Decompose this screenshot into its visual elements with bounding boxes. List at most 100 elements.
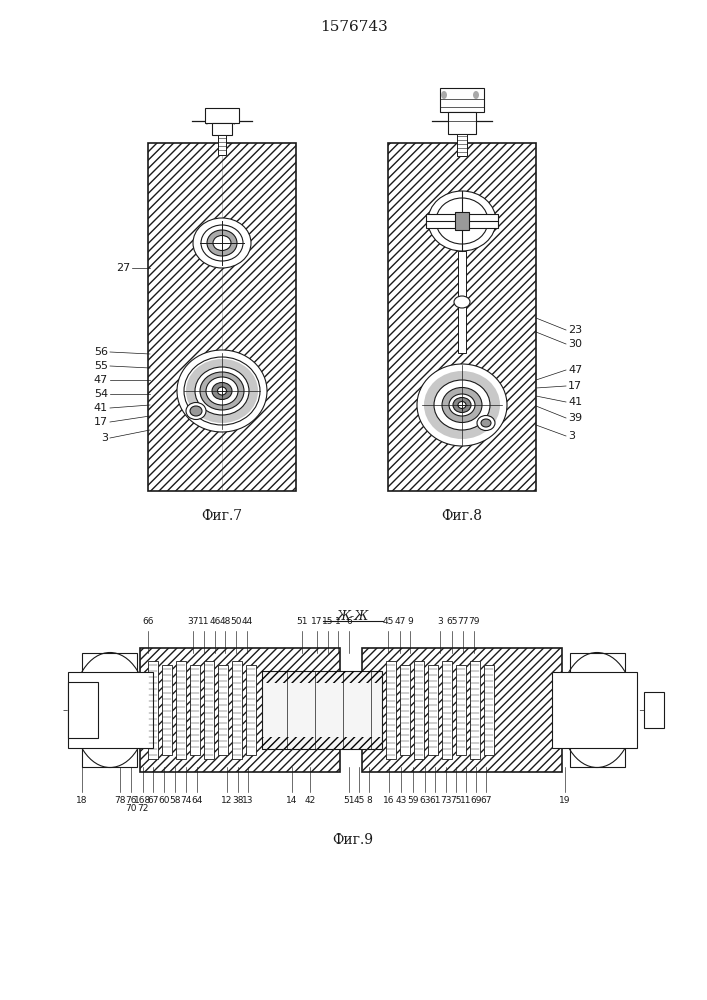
Bar <box>218 665 228 755</box>
Bar <box>442 661 452 759</box>
Ellipse shape <box>193 218 251 268</box>
Text: 41: 41 <box>568 397 582 407</box>
Text: 12: 12 <box>221 796 233 805</box>
Text: 75: 75 <box>450 796 462 805</box>
Ellipse shape <box>449 394 475 416</box>
Text: 17: 17 <box>568 381 582 391</box>
Text: 6: 6 <box>346 617 352 626</box>
Ellipse shape <box>218 387 226 395</box>
Bar <box>148 143 296 491</box>
Text: Ж-Ж: Ж-Ж <box>337 610 369 624</box>
Text: 58: 58 <box>169 796 181 805</box>
Ellipse shape <box>186 402 206 420</box>
Text: 78: 78 <box>115 796 126 805</box>
Text: 51: 51 <box>296 617 308 626</box>
Bar <box>205 108 239 123</box>
Bar <box>68 682 98 738</box>
Text: 73: 73 <box>440 796 452 805</box>
Text: 47: 47 <box>568 365 583 375</box>
Ellipse shape <box>458 401 466 408</box>
Ellipse shape <box>442 387 482 422</box>
Text: 48: 48 <box>219 617 230 626</box>
Text: 30: 30 <box>568 339 582 349</box>
Ellipse shape <box>559 652 634 768</box>
Bar <box>400 665 410 755</box>
Ellipse shape <box>481 419 491 427</box>
Text: 45: 45 <box>354 796 365 805</box>
Text: 39: 39 <box>568 413 582 423</box>
Ellipse shape <box>206 377 238 405</box>
Ellipse shape <box>195 367 249 415</box>
Text: 47: 47 <box>94 375 108 385</box>
Text: 63: 63 <box>419 796 431 805</box>
Bar <box>262 671 382 683</box>
Text: 64: 64 <box>192 796 203 805</box>
Bar <box>204 661 214 759</box>
Ellipse shape <box>73 652 148 768</box>
Bar <box>362 648 562 772</box>
Text: 50: 50 <box>230 617 242 626</box>
Bar <box>262 737 382 749</box>
Text: 44: 44 <box>241 617 252 626</box>
Text: 66: 66 <box>142 617 153 626</box>
Text: 69: 69 <box>470 796 481 805</box>
Bar <box>140 648 340 772</box>
Bar <box>362 648 562 772</box>
Text: 16: 16 <box>383 796 395 805</box>
Ellipse shape <box>190 406 202 416</box>
Text: 42: 42 <box>305 796 315 805</box>
Text: 55: 55 <box>94 361 108 371</box>
Text: Фиг.8: Фиг.8 <box>441 509 482 523</box>
Text: 8: 8 <box>366 796 372 805</box>
Text: 60: 60 <box>158 796 170 805</box>
Bar <box>484 665 494 755</box>
Bar <box>440 88 484 112</box>
Text: 79: 79 <box>468 617 480 626</box>
Ellipse shape <box>428 191 496 251</box>
Text: Фиг.7: Фиг.7 <box>201 509 243 523</box>
Bar <box>448 112 476 134</box>
Text: 70: 70 <box>125 804 136 813</box>
Bar <box>140 648 340 772</box>
Text: 1576743: 1576743 <box>320 20 387 34</box>
Ellipse shape <box>207 230 237 256</box>
Bar <box>414 661 424 759</box>
Bar <box>218 135 226 155</box>
Text: 3: 3 <box>101 433 108 443</box>
Text: 51: 51 <box>344 796 355 805</box>
Ellipse shape <box>436 198 488 244</box>
Bar <box>148 661 158 759</box>
Text: Фиг.9: Фиг.9 <box>332 833 373 847</box>
Text: 59: 59 <box>407 796 419 805</box>
Ellipse shape <box>453 397 471 412</box>
Text: 56: 56 <box>94 347 108 357</box>
Bar <box>552 672 637 748</box>
Bar <box>570 653 625 767</box>
Ellipse shape <box>200 372 244 410</box>
Ellipse shape <box>477 416 495 430</box>
Text: 3: 3 <box>568 431 575 441</box>
Text: 1: 1 <box>335 617 341 626</box>
Text: 74: 74 <box>180 796 192 805</box>
Text: 15: 15 <box>322 617 334 626</box>
Text: 9: 9 <box>407 617 413 626</box>
Bar <box>386 661 396 759</box>
Text: 41: 41 <box>94 403 108 413</box>
Ellipse shape <box>441 91 447 99</box>
Bar <box>428 665 438 755</box>
Bar <box>82 653 137 767</box>
Text: 65: 65 <box>446 617 457 626</box>
Bar <box>426 214 498 228</box>
Ellipse shape <box>213 235 231 250</box>
Text: Д-Д: Д-Д <box>206 110 238 124</box>
Text: 37: 37 <box>187 617 199 626</box>
Bar <box>246 665 256 755</box>
Text: 13: 13 <box>243 796 254 805</box>
Bar <box>140 648 340 772</box>
Bar <box>190 665 200 755</box>
Text: 19: 19 <box>559 796 571 805</box>
Bar <box>470 661 480 759</box>
Text: 54: 54 <box>94 389 108 399</box>
Text: 61: 61 <box>429 796 440 805</box>
Text: 11: 11 <box>198 617 210 626</box>
